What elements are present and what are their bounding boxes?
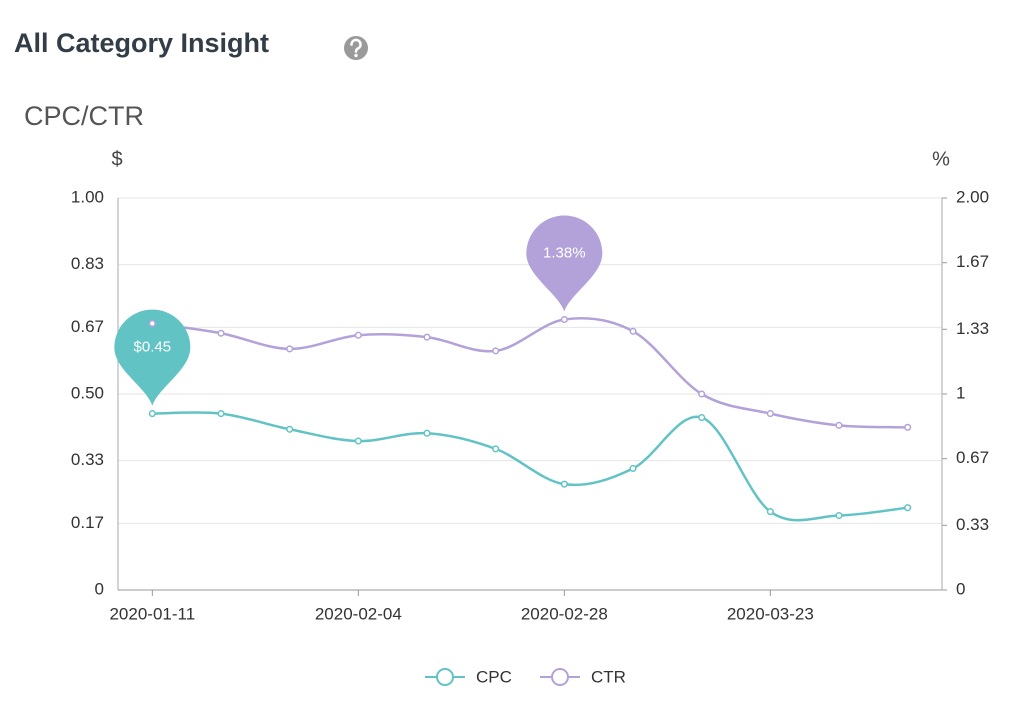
y-tick-label: 0.83 bbox=[71, 254, 104, 273]
point bbox=[766, 410, 774, 418]
y2-tick-label: 0 bbox=[956, 579, 965, 598]
data-label: $0.45 bbox=[134, 339, 172, 356]
x-tick-label: 2020-01-11 bbox=[109, 604, 195, 623]
point bbox=[286, 345, 294, 353]
y-tick-label: 0.33 bbox=[71, 450, 104, 469]
y2-tick-label: 0.67 bbox=[956, 448, 989, 467]
point bbox=[217, 410, 225, 418]
y2-axis-label: % bbox=[932, 148, 950, 170]
point bbox=[492, 347, 500, 355]
y-tick-label: 1.00 bbox=[71, 187, 104, 206]
y2-tick-label: 1 bbox=[956, 383, 965, 402]
point bbox=[698, 413, 706, 422]
point bbox=[286, 425, 294, 433]
y2-tick-label: 0.33 bbox=[956, 515, 989, 534]
point bbox=[354, 437, 362, 445]
legend-label: CTR bbox=[591, 667, 626, 686]
legend-swatch-marker bbox=[551, 668, 569, 686]
y-tick-label: 0.67 bbox=[71, 317, 104, 336]
x-tick-label: 2020-02-28 bbox=[521, 604, 608, 623]
y-tick-label: 0.17 bbox=[71, 513, 104, 532]
point bbox=[904, 504, 912, 512]
x-tick-label: 2020-02-04 bbox=[315, 604, 402, 623]
point bbox=[148, 410, 156, 418]
data-label: 1.38% bbox=[543, 244, 586, 261]
point bbox=[766, 508, 774, 516]
point bbox=[423, 333, 431, 341]
point bbox=[492, 445, 500, 453]
point bbox=[835, 421, 843, 429]
point bbox=[217, 329, 225, 337]
page-title: All Category Insight bbox=[14, 28, 269, 58]
point bbox=[629, 464, 637, 473]
legend-label: CPC bbox=[476, 667, 512, 686]
series-line bbox=[152, 411, 908, 522]
x-tick-label: 2020-03-23 bbox=[727, 604, 814, 623]
y-tick-label: 0 bbox=[95, 579, 104, 598]
point bbox=[560, 480, 568, 488]
point bbox=[354, 331, 362, 339]
pin bbox=[526, 215, 603, 312]
point bbox=[698, 390, 706, 398]
y-tick-label: 0.50 bbox=[71, 383, 104, 402]
point bbox=[560, 315, 568, 324]
point bbox=[904, 423, 912, 431]
point bbox=[629, 327, 637, 335]
point bbox=[423, 429, 431, 437]
y2-tick-label: 2.00 bbox=[956, 187, 989, 206]
y-axis-label: $ bbox=[111, 148, 122, 170]
y2-tick-label: 1.33 bbox=[956, 319, 989, 338]
help-icon[interactable] bbox=[344, 36, 368, 60]
series-line bbox=[152, 317, 908, 429]
y2-tick-label: 1.67 bbox=[956, 252, 989, 271]
point bbox=[835, 511, 843, 520]
legend-swatch-marker bbox=[436, 668, 454, 686]
point bbox=[148, 319, 156, 327]
chart-title: CPC/CTR bbox=[24, 101, 144, 131]
pin bbox=[114, 309, 191, 406]
